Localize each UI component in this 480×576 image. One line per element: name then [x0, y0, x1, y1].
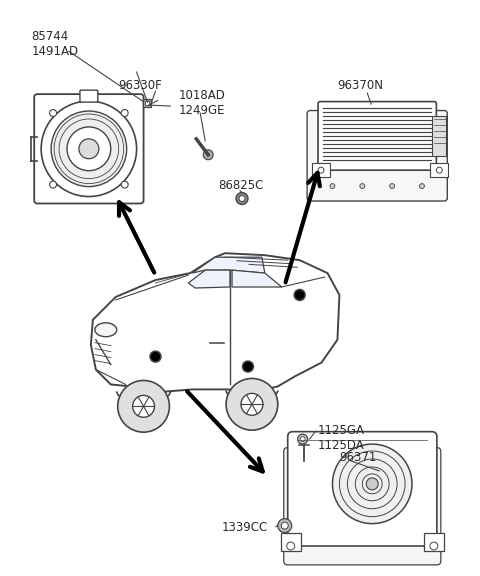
Circle shape: [333, 444, 412, 524]
Bar: [431, 163, 448, 177]
Text: 86825C: 86825C: [218, 179, 264, 192]
Circle shape: [203, 150, 213, 160]
Text: 96370N: 96370N: [337, 79, 384, 92]
Bar: [432, 116, 446, 156]
Text: 96371: 96371: [339, 451, 377, 464]
Circle shape: [226, 378, 278, 430]
Ellipse shape: [95, 323, 117, 337]
Polygon shape: [91, 253, 339, 392]
Circle shape: [318, 167, 324, 173]
Text: 96330F: 96330F: [119, 79, 162, 92]
Circle shape: [300, 437, 305, 442]
Circle shape: [360, 184, 365, 188]
Circle shape: [49, 109, 57, 116]
Bar: [281, 533, 300, 551]
FancyBboxPatch shape: [34, 94, 144, 203]
Text: 1339CC: 1339CC: [222, 521, 268, 533]
Bar: [144, 101, 148, 105]
FancyBboxPatch shape: [284, 448, 441, 565]
Circle shape: [132, 395, 155, 417]
Circle shape: [121, 109, 128, 116]
Circle shape: [420, 184, 424, 188]
Circle shape: [278, 518, 292, 533]
Circle shape: [49, 181, 57, 188]
Polygon shape: [232, 270, 282, 287]
Circle shape: [390, 184, 395, 188]
Circle shape: [51, 111, 127, 187]
Circle shape: [121, 181, 128, 188]
Text: 1125GA
1125DA: 1125GA 1125DA: [318, 424, 364, 452]
Bar: [312, 163, 330, 177]
Polygon shape: [188, 270, 230, 288]
Circle shape: [67, 127, 111, 170]
Circle shape: [298, 434, 308, 444]
Circle shape: [241, 393, 263, 415]
Circle shape: [430, 542, 438, 550]
Circle shape: [287, 542, 295, 550]
Circle shape: [79, 139, 99, 159]
Text: 85744
1491AD: 85744 1491AD: [31, 29, 78, 58]
FancyBboxPatch shape: [318, 101, 436, 170]
Bar: [143, 99, 151, 107]
Polygon shape: [192, 257, 265, 273]
Circle shape: [330, 184, 335, 188]
Circle shape: [366, 478, 378, 490]
Circle shape: [242, 361, 253, 372]
FancyBboxPatch shape: [307, 111, 447, 201]
FancyBboxPatch shape: [80, 90, 98, 102]
Circle shape: [436, 167, 443, 173]
Circle shape: [281, 522, 288, 529]
Circle shape: [294, 290, 305, 301]
Circle shape: [118, 381, 169, 432]
Circle shape: [150, 351, 161, 362]
Text: 1018AD
1249GE: 1018AD 1249GE: [179, 89, 225, 117]
Bar: [424, 533, 444, 551]
FancyBboxPatch shape: [288, 431, 437, 546]
Circle shape: [236, 192, 248, 204]
Circle shape: [41, 101, 137, 196]
Circle shape: [239, 195, 245, 202]
